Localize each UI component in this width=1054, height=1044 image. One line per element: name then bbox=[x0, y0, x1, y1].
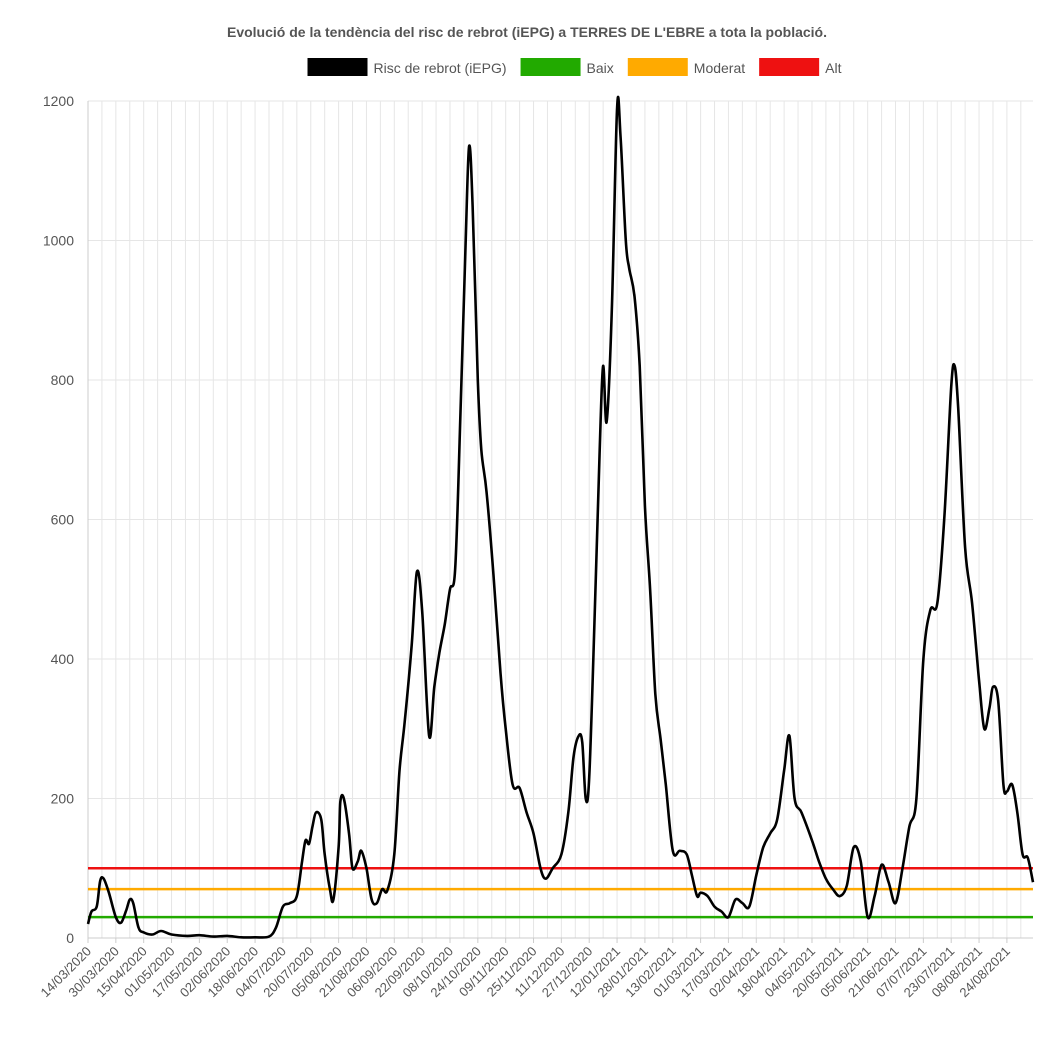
legend-item[interactable]: Moderat bbox=[627, 58, 745, 76]
legend-swatch bbox=[520, 58, 581, 76]
legend-swatch bbox=[759, 58, 820, 76]
x-tick-labels: 14/03/202030/03/202015/04/202001/05/2020… bbox=[37, 944, 1013, 1001]
legend-swatch bbox=[627, 58, 688, 76]
y-tick-label: 600 bbox=[51, 512, 75, 528]
grid-layer bbox=[87, 100, 1033, 939]
chart-legend: Risc de rebrot (iEPG) Baix Moderat Alt bbox=[307, 58, 842, 76]
y-tick-label: 0 bbox=[66, 930, 74, 946]
legend-label: Baix bbox=[587, 60, 614, 76]
legend-label: Moderat bbox=[694, 60, 745, 76]
legend-item[interactable]: Alt bbox=[759, 58, 842, 76]
y-tick-label: 200 bbox=[51, 791, 75, 807]
legend-item[interactable]: Risc de rebrot (iEPG) bbox=[307, 58, 507, 76]
series-layer bbox=[86, 95, 1035, 939]
series-line-risc-de-rebrot bbox=[86, 95, 1035, 939]
legend-swatch bbox=[307, 58, 368, 76]
y-tick-label: 1000 bbox=[43, 233, 74, 249]
y-tick-label: 400 bbox=[51, 651, 75, 667]
legend-label: Risc de rebrot (iEPG) bbox=[374, 60, 507, 76]
y-tick-label: 1200 bbox=[43, 93, 74, 109]
axis-layer bbox=[87, 101, 1033, 943]
y-tick-labels: 0 200 400 600 800 1000 1200 bbox=[43, 93, 74, 946]
legend-label: Alt bbox=[825, 60, 841, 76]
legend-item[interactable]: Baix bbox=[520, 58, 614, 76]
chart-title: Evolució de la tendència del risc de reb… bbox=[227, 24, 827, 40]
y-tick-label: 800 bbox=[51, 372, 75, 388]
